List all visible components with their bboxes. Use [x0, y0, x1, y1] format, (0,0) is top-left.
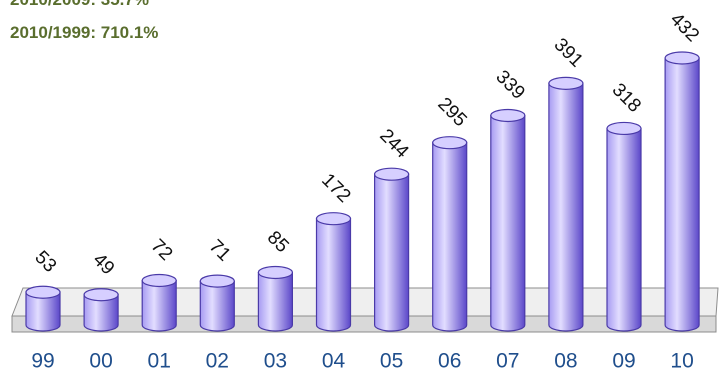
- bar-top-06: [432, 136, 468, 150]
- bar-body-10: [664, 57, 700, 332]
- data-label-09: 318: [608, 79, 645, 116]
- bar-body-05: [374, 173, 410, 332]
- x-tick-00: 00: [89, 350, 112, 373]
- bar-top-01: [141, 273, 177, 288]
- data-label-99: 53: [30, 247, 60, 277]
- bar-top-05: [374, 167, 410, 181]
- bar-body-02: [199, 280, 235, 332]
- floor-front: [11, 315, 717, 333]
- x-tick-08: 08: [554, 350, 577, 373]
- bar-body-09: [606, 127, 642, 332]
- bar-06: [432, 136, 468, 332]
- bar-body-01: [141, 279, 177, 332]
- data-label-05: 244: [375, 125, 413, 163]
- bar-00: [83, 288, 119, 332]
- data-label-07: 339: [492, 67, 529, 104]
- growth-2010-vs-1999: 2010/1999: 710.1%: [10, 23, 159, 42]
- x-tick-05: 05: [380, 350, 403, 373]
- x-tick-02: 02: [206, 350, 229, 373]
- x-tick-99: 99: [31, 350, 54, 373]
- bar-body-03: [257, 271, 293, 332]
- data-label-08: 391: [550, 34, 587, 71]
- bar-03: [257, 265, 293, 332]
- bar-09: [606, 121, 642, 332]
- bar-05: [374, 167, 410, 332]
- data-label-01: 72: [147, 235, 177, 265]
- data-label-02: 71: [205, 236, 235, 266]
- bar-top-00: [83, 288, 119, 302]
- x-tick-01: 01: [148, 350, 171, 373]
- x-tick-09: 09: [612, 350, 635, 373]
- bar-body-06: [432, 142, 468, 332]
- bar-02: [199, 274, 235, 332]
- bar-07: [490, 108, 526, 332]
- bar-08: [548, 76, 584, 332]
- bar-top-03: [257, 265, 293, 280]
- growth-2010-vs-2009: 2010/2009: 35.7%: [10, 0, 149, 10]
- bar-top-02: [199, 274, 235, 288]
- bar-01: [141, 273, 177, 332]
- bar-04: [315, 212, 352, 332]
- bar-body-00: [83, 294, 119, 332]
- bar-top-10: [664, 51, 700, 65]
- bar-top-07: [490, 108, 526, 123]
- x-tick-06: 06: [438, 350, 461, 373]
- x-tick-10: 10: [670, 350, 693, 373]
- bar-top-99: [25, 285, 61, 299]
- bar-10: [664, 51, 700, 332]
- x-tick-07: 07: [496, 350, 519, 373]
- x-tick-03: 03: [264, 350, 287, 373]
- data-label-03: 85: [263, 227, 293, 257]
- data-label-10: 432: [666, 9, 703, 46]
- data-label-04: 172: [317, 170, 354, 207]
- x-tick-04: 04: [322, 350, 346, 373]
- bar-top-09: [606, 121, 642, 136]
- data-label-06: 295: [433, 94, 470, 131]
- bar-99: [25, 285, 61, 332]
- bar-top-08: [548, 76, 584, 90]
- bar-body-99: [25, 291, 61, 332]
- bar-top-04: [315, 212, 352, 226]
- bar-body-04: [315, 218, 352, 332]
- data-label-00: 49: [89, 249, 119, 279]
- bar-body-08: [548, 82, 584, 332]
- bar-body-07: [490, 114, 526, 332]
